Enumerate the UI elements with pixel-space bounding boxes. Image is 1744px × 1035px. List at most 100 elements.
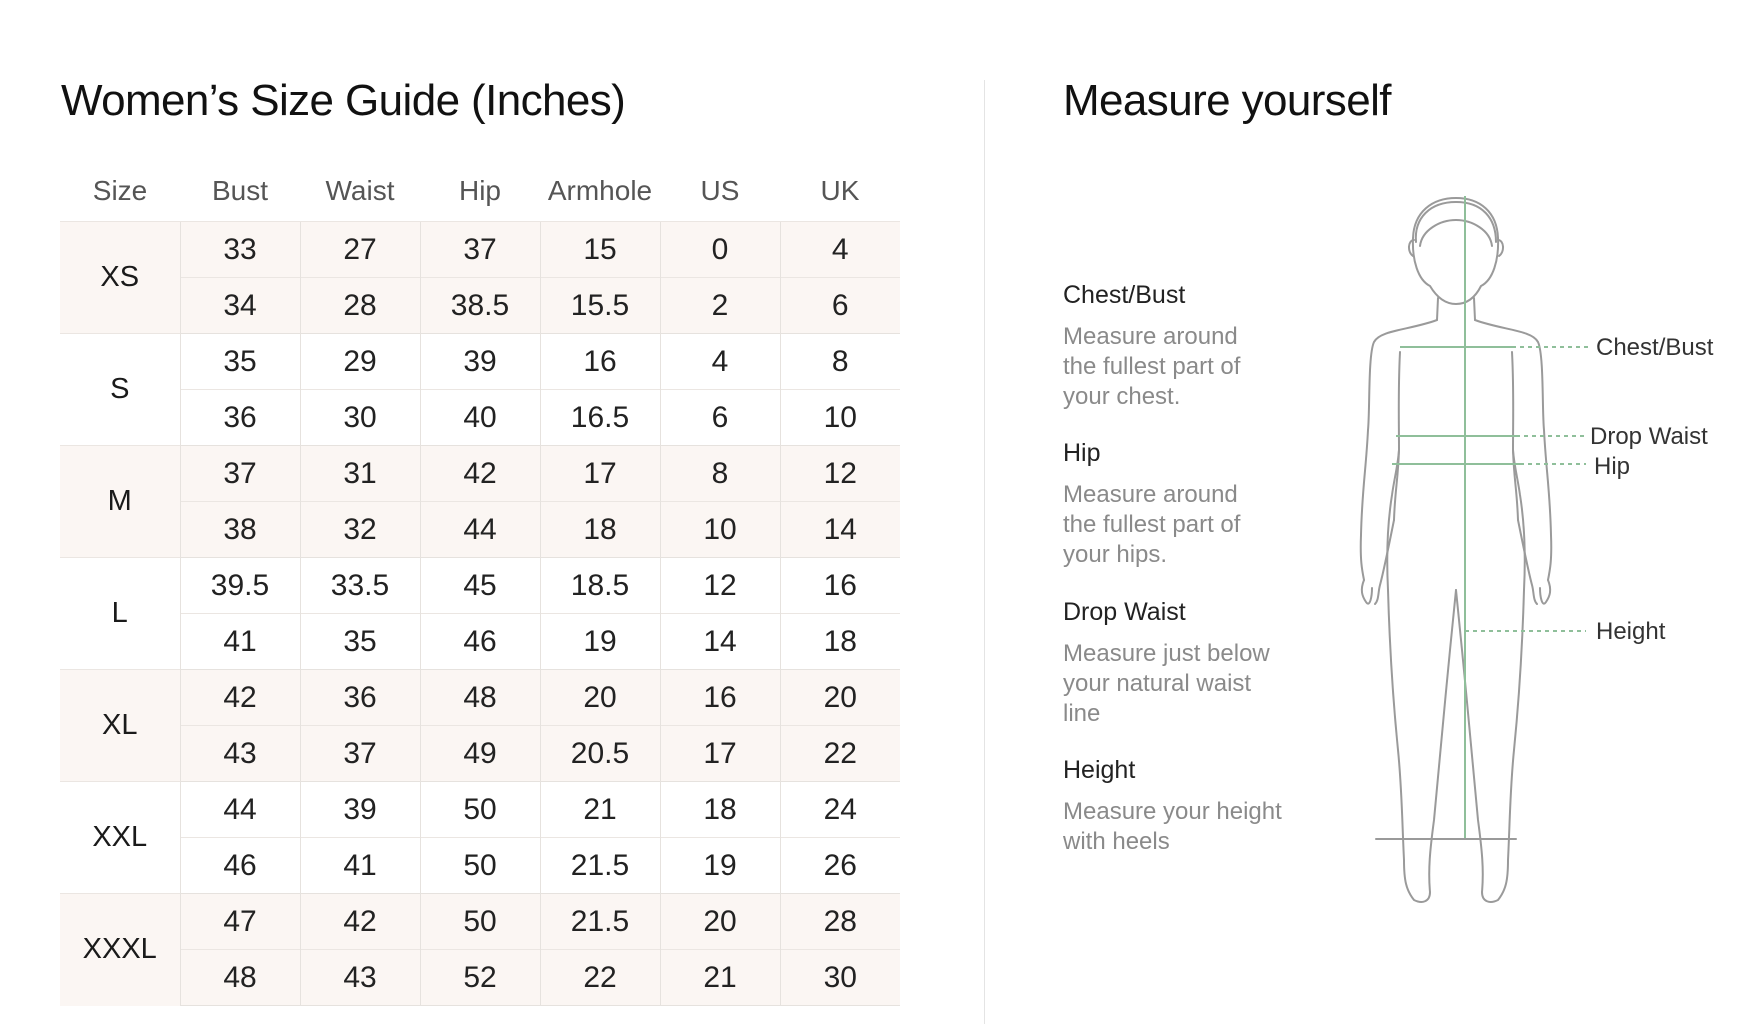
table-header-row: Size Bust Waist Hip Armhole US UK bbox=[60, 160, 900, 222]
table-cell: 30 bbox=[779, 949, 900, 1006]
measure-item: Drop Waist Measure just below your natural… bbox=[1063, 598, 1293, 729]
measure-yourself-title: Measure yourself bbox=[1063, 76, 1391, 125]
table-row: 46 41 50 21.5 19 26 bbox=[60, 837, 900, 894]
table-cell: 10 bbox=[779, 389, 900, 446]
table-cell: 18 bbox=[779, 613, 900, 670]
table-cell: 12 bbox=[659, 557, 780, 614]
female-body-outline-icon: Chest/Bust Drop Waist Hip Height bbox=[1359, 196, 1714, 903]
table-cell: 15 bbox=[539, 221, 660, 278]
figure-label-drop-waist: Drop Waist bbox=[1590, 423, 1708, 450]
figure-label-hip: Hip bbox=[1594, 453, 1630, 480]
table-cell: 33 bbox=[179, 221, 300, 278]
measure-description-line: your natural waist bbox=[1063, 670, 1252, 697]
table-cell: 32 bbox=[299, 501, 420, 558]
table-cell: 10 bbox=[659, 501, 780, 558]
table-row: 41 35 46 19 14 18 bbox=[60, 613, 900, 670]
table-cell: 42 bbox=[179, 669, 300, 726]
measure-description-line: Measure around bbox=[1063, 481, 1238, 508]
table-row: 48 43 52 22 21 30 bbox=[60, 949, 900, 1006]
measure-label: Hip bbox=[1063, 439, 1101, 467]
measure-description-line: the fullest part of bbox=[1063, 511, 1241, 538]
size-guide-title: Women’s Size Guide (Inches) bbox=[61, 76, 626, 125]
table-cell: 29 bbox=[299, 333, 420, 390]
table-cell: 20 bbox=[779, 669, 900, 726]
table-cell: 19 bbox=[539, 613, 660, 670]
table-cell: 41 bbox=[299, 837, 420, 894]
table-cell: 35 bbox=[179, 333, 300, 390]
table-cell: 49 bbox=[419, 725, 540, 782]
size-label-cell: M bbox=[60, 445, 180, 558]
measure-item: Height Measure your height with heels bbox=[1063, 756, 1293, 857]
table-cell: 8 bbox=[779, 333, 900, 390]
table-row: S 35 29 39 16 4 8 bbox=[60, 333, 900, 446]
table-cell: 16 bbox=[539, 333, 660, 390]
table-row: XXXL 47 42 50 21.5 20 28 bbox=[60, 893, 900, 1006]
table-cell: 22 bbox=[779, 725, 900, 782]
table-cell: 37 bbox=[179, 445, 300, 502]
table-cell: 28 bbox=[779, 893, 900, 950]
table-row: M 37 31 42 17 8 12 bbox=[60, 445, 900, 558]
table-cell: 16 bbox=[779, 557, 900, 614]
measure-description: Measure around the fullest part of your ch… bbox=[1063, 322, 1293, 412]
table-cell: 45 bbox=[419, 557, 540, 614]
figure-label-chest: Chest/Bust bbox=[1596, 334, 1714, 361]
table-cell: 21 bbox=[539, 781, 660, 838]
table-cell: 8 bbox=[659, 445, 780, 502]
table-cell: 42 bbox=[299, 893, 420, 950]
table-cell: 50 bbox=[419, 893, 540, 950]
table-cell: 22 bbox=[539, 949, 660, 1006]
table-row: XXL 44 39 50 21 18 24 bbox=[60, 781, 900, 894]
measure-label: Chest/Bust bbox=[1063, 281, 1186, 309]
table-cell: 28 bbox=[299, 277, 420, 334]
table-cell: 43 bbox=[179, 725, 300, 782]
measure-description-line: your hips. bbox=[1063, 541, 1168, 568]
table-cell: 52 bbox=[419, 949, 540, 1006]
table-cell: 37 bbox=[299, 725, 420, 782]
table-cell: 41 bbox=[179, 613, 300, 670]
column-header: Armhole bbox=[547, 174, 653, 206]
measure-description-line: line bbox=[1063, 700, 1101, 727]
measure-label: Height bbox=[1063, 756, 1136, 784]
table-cell: 27 bbox=[299, 221, 420, 278]
measure-description-line: the fullest part of bbox=[1063, 353, 1241, 380]
table-cell: 6 bbox=[779, 277, 900, 334]
table-cell: 4 bbox=[779, 221, 900, 278]
table-row: 36 30 40 16.5 6 10 bbox=[60, 389, 900, 446]
table-cell: 21.5 bbox=[539, 893, 660, 950]
table-cell: 47 bbox=[179, 893, 300, 950]
table-cell: 31 bbox=[299, 445, 420, 502]
table-cell: 6 bbox=[659, 389, 780, 446]
table-row: XS 33 27 37 15 0 4 bbox=[60, 221, 900, 334]
size-group: XL 42 36 48 20 16 20 43 37 49 20.5 17 22 bbox=[60, 669, 900, 782]
table-cell: 21.5 bbox=[539, 837, 660, 894]
table-row: 38 32 44 18 10 14 bbox=[60, 501, 900, 558]
table-cell: 36 bbox=[299, 669, 420, 726]
table-row: 34 28 38.5 15.5 2 6 bbox=[60, 277, 900, 334]
table-cell: 50 bbox=[419, 837, 540, 894]
column-header: UK bbox=[820, 174, 860, 206]
table-cell: 2 bbox=[659, 277, 780, 334]
table-cell: 46 bbox=[179, 837, 300, 894]
figure-label-height: Height bbox=[1596, 618, 1666, 645]
table-cell: 36 bbox=[179, 389, 300, 446]
size-table: Size Bust Waist Hip Armhole US UK XS 33 27 37 15 0 4… bbox=[60, 160, 900, 1006]
table-cell: 16 bbox=[659, 669, 780, 726]
measure-description-line: with heels bbox=[1063, 828, 1170, 855]
measure-description-line: Measure your height bbox=[1063, 798, 1282, 825]
table-cell: 12 bbox=[779, 445, 900, 502]
table-cell: 50 bbox=[419, 781, 540, 838]
table-cell: 38 bbox=[179, 501, 300, 558]
table-cell: 44 bbox=[419, 501, 540, 558]
table-cell: 20 bbox=[539, 669, 660, 726]
measure-description: Measure just below your natural waist line bbox=[1063, 639, 1293, 729]
table-cell: 38.5 bbox=[419, 277, 540, 334]
measure-item: Hip Measure around the fullest part of your… bbox=[1063, 439, 1293, 570]
table-cell: 15.5 bbox=[539, 277, 660, 334]
table-cell: 4 bbox=[659, 333, 780, 390]
table-cell: 39.5 bbox=[179, 557, 300, 614]
table-cell: 20 bbox=[659, 893, 780, 950]
table-cell: 34 bbox=[179, 277, 300, 334]
column-header: Hip bbox=[458, 174, 501, 206]
column-header: US bbox=[700, 174, 740, 206]
table-row: L 39.5 33.5 45 18.5 12 16 bbox=[60, 557, 900, 670]
